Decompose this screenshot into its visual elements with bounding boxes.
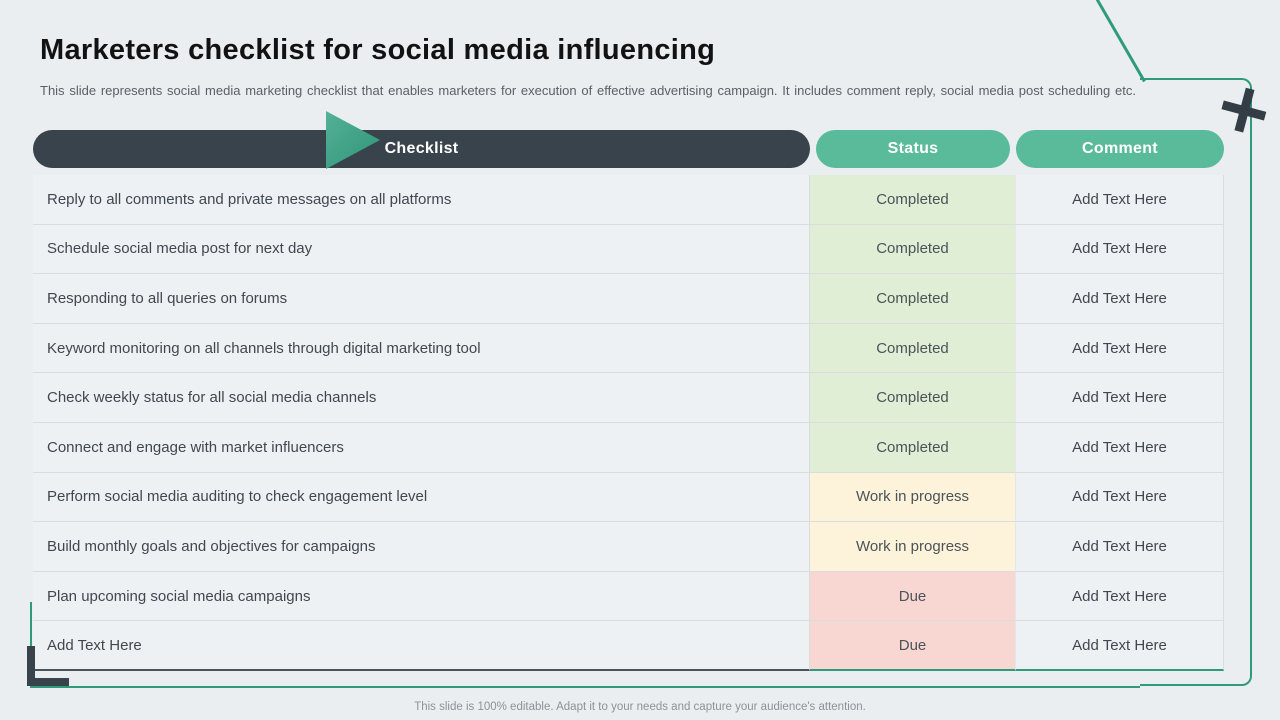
comment-cell: Add Text Here bbox=[1016, 373, 1224, 423]
header-comment: Comment bbox=[1016, 130, 1224, 168]
corner-bracket-icon bbox=[27, 678, 69, 686]
table-header: Checklist Status Comment bbox=[33, 130, 1224, 168]
comment-cell: Add Text Here bbox=[1016, 224, 1224, 275]
frame-diagonal-line bbox=[1095, 0, 1146, 83]
task-cell: Perform social media auditing to check e… bbox=[33, 472, 810, 523]
table-row: Check weekly status for all social media… bbox=[33, 373, 1224, 423]
comment-cell: Add Text Here bbox=[1016, 621, 1224, 671]
status-cell: Completed bbox=[810, 274, 1016, 324]
header-status: Status bbox=[816, 130, 1010, 168]
page-title: Marketers checklist for social media inf… bbox=[40, 34, 716, 66]
status-cell: Work in progress bbox=[810, 472, 1016, 523]
task-cell: Plan upcoming social media campaigns bbox=[33, 571, 810, 622]
comment-cell: Add Text Here bbox=[1016, 175, 1224, 225]
table-row: Perform social media auditing to check e… bbox=[33, 472, 1224, 523]
task-cell: Connect and engage with market influence… bbox=[33, 422, 810, 473]
status-cell: Due bbox=[810, 571, 1016, 622]
comment-cell: Add Text Here bbox=[1016, 522, 1224, 572]
table-row: Schedule social media post for next day … bbox=[33, 224, 1224, 275]
task-cell: Reply to all comments and private messag… bbox=[33, 175, 810, 225]
status-cell: Completed bbox=[810, 175, 1016, 225]
slide-footer: This slide is 100% editable. Adapt it to… bbox=[414, 701, 866, 713]
table-row: Plan upcoming social media campaigns Due… bbox=[33, 571, 1224, 622]
comment-cell: Add Text Here bbox=[1016, 472, 1224, 523]
comment-cell: Add Text Here bbox=[1016, 422, 1224, 473]
header-checklist: Checklist bbox=[33, 130, 810, 168]
task-cell: Check weekly status for all social media… bbox=[33, 373, 810, 423]
table-row: Keyword monitoring on all channels throu… bbox=[33, 323, 1224, 374]
task-cell: Schedule social media post for next day bbox=[33, 224, 810, 275]
table-row: Add Text Here Due Add Text Here bbox=[33, 621, 1224, 671]
status-cell: Due bbox=[810, 621, 1016, 671]
comment-cell: Add Text Here bbox=[1016, 571, 1224, 622]
task-cell: Responding to all queries on forums bbox=[33, 274, 810, 324]
frame-left-line bbox=[30, 602, 32, 686]
comment-cell: Add Text Here bbox=[1016, 274, 1224, 324]
table-row: Reply to all comments and private messag… bbox=[33, 175, 1224, 225]
task-cell: Build monthly goals and objectives for c… bbox=[33, 522, 810, 572]
task-cell: Keyword monitoring on all channels throu… bbox=[33, 323, 810, 374]
frame-bottom-line bbox=[30, 686, 1140, 688]
status-cell: Completed bbox=[810, 373, 1016, 423]
table-row: Connect and engage with market influence… bbox=[33, 422, 1224, 473]
status-cell: Completed bbox=[810, 323, 1016, 374]
status-cell: Completed bbox=[810, 224, 1016, 275]
status-cell: Completed bbox=[810, 422, 1016, 473]
comment-cell: Add Text Here bbox=[1016, 323, 1224, 374]
table-row: Responding to all queries on forums Comp… bbox=[33, 274, 1224, 324]
task-cell: Add Text Here bbox=[33, 621, 810, 671]
table-row: Build monthly goals and objectives for c… bbox=[33, 522, 1224, 572]
table-body: Reply to all comments and private messag… bbox=[33, 175, 1224, 671]
corner-bracket-icon bbox=[27, 646, 35, 686]
slide-subtitle: This slide represents social media marke… bbox=[40, 83, 1136, 98]
status-cell: Work in progress bbox=[810, 522, 1016, 572]
frame-right-line bbox=[1140, 78, 1252, 686]
